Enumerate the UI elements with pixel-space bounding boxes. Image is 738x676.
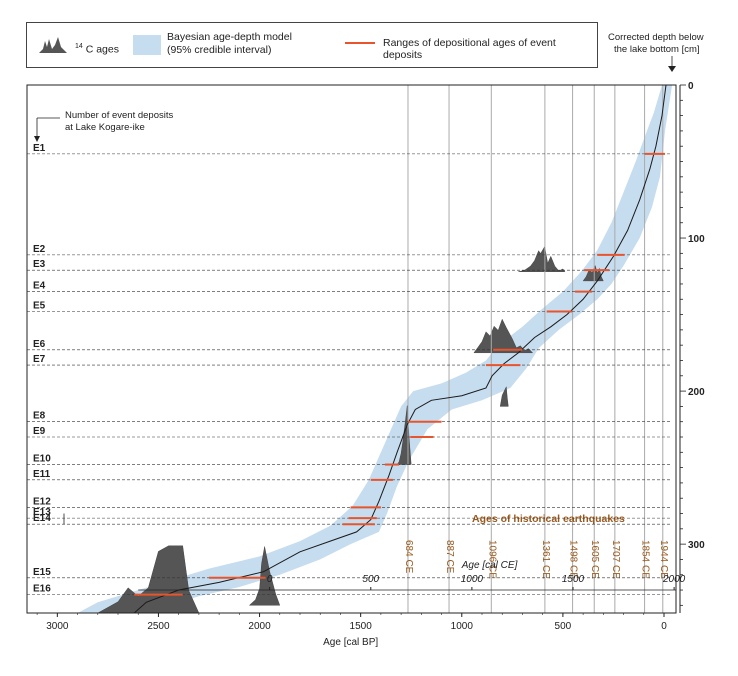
historical-eq-title: Ages of historical earthquakes (472, 513, 625, 525)
depth-axis-arrowhead (668, 66, 676, 72)
event-label-e14: E14 (33, 513, 51, 524)
range-legend-label: Ranges of depositional ages of event dep… (383, 37, 556, 61)
depth-tick-label-2: 100 (688, 234, 705, 245)
c14-distribution-1 (518, 245, 566, 272)
historical-eq-label-5: 1498 CE (568, 540, 579, 579)
ce-tick-label-5: 2000 (662, 574, 686, 585)
ce-axis-title: Age [cal CE] (461, 560, 518, 571)
c14-distribution-4 (499, 386, 509, 407)
event-label-e7: E7 (33, 354, 46, 365)
event-label-e1: E1 (33, 143, 46, 154)
c14-legend-label: 14 C ages (75, 41, 119, 56)
event-label-e11: E11 (33, 469, 51, 480)
event-note-line1: Number of event deposits (65, 110, 174, 121)
historical-eq-label-7: 1707 CE (610, 540, 621, 579)
historical-eq-lines-group: 684 CE 887 CE 1096 CE 1361 CE 1498 CE 1605 CE… (403, 85, 669, 613)
historical-eq-label-8: 1854 CE (640, 540, 651, 579)
c14-distribution-3 (473, 318, 534, 353)
event-note-line2: at Lake Kogare-ike (65, 122, 145, 133)
event-label-e5: E5 (33, 301, 46, 312)
median-group (133, 84, 667, 614)
event-label-e16: E16 (33, 584, 51, 595)
event-note-arrowhead (34, 136, 40, 142)
event-label-e15: E15 (33, 567, 51, 578)
x-tick-label-bp-1: 3000 (46, 621, 69, 632)
plot-frame (26, 84, 677, 614)
historical-eq-label-4: 1361 CE (540, 540, 551, 579)
age-model-median-line (133, 84, 667, 614)
depth-axis-title-1: Corrected depth below (608, 32, 704, 43)
c14-distribution-7 (97, 545, 200, 614)
bayes-legend-swatch (133, 35, 161, 55)
range-bars-group (134, 152, 666, 596)
c14-legend-icon (39, 37, 67, 53)
ce-tick-label-1: 0 (267, 574, 273, 585)
historical-eq-label-3: 1096 CE (486, 540, 497, 579)
c14-distribution-6 (248, 546, 281, 606)
x-tick-label-bp-7: 0 (661, 621, 667, 632)
c14-distributions-group (97, 245, 604, 614)
ce-tick-label-2: 500 (362, 574, 379, 585)
bayes-legend-line2: (95% credible interval) (167, 44, 272, 56)
historical-eq-label-2: 887 CE (444, 540, 455, 574)
x-tick-label-bp-2: 2500 (147, 621, 170, 632)
event-label-e2: E2 (33, 244, 46, 255)
range-legend-swatch (345, 42, 375, 44)
bayes-ci-band (77, 85, 673, 613)
event-label-e3: E3 (33, 259, 46, 270)
depth-tick-label-3: 200 (688, 387, 705, 398)
event-label-e13: E13 (33, 507, 51, 518)
event-label-e4: E4 (33, 281, 46, 292)
ce-tick-label-3: 1000 (461, 574, 484, 585)
x-tick-label-bp-3: 2000 (248, 621, 271, 632)
historical-eq-label-6: 1605 CE (589, 540, 600, 579)
x-tick-label-bp-5: 1000 (451, 621, 474, 632)
bayes-legend-line1: Bayesian age-depth model (167, 31, 292, 43)
depth-tick-label-1: 0 (688, 81, 694, 92)
event-label-e6: E6 (33, 339, 46, 350)
depth-axis-title-2: the lake bottom [cm] (614, 44, 700, 55)
c14-distribution-2 (582, 264, 604, 282)
event-label-e10: E10 (33, 454, 51, 465)
ce-tick-label-4: 1500 (562, 574, 585, 585)
historical-eq-label-9: 1944 CE (658, 540, 669, 579)
legend: 14 C ages Bayesian age-depth model (95% … (26, 22, 598, 68)
bayes-ci-band-group (77, 85, 673, 613)
event-label-e8: E8 (33, 411, 46, 422)
historical-eq-label-1: 684 CE (403, 540, 414, 574)
x-tick-label-bp-4: 1500 (350, 621, 373, 632)
x-tick-label-bp-6: 500 (555, 621, 572, 632)
depth-tick-label-4: 300 (688, 540, 705, 551)
c14-legend-text: C ages (85, 43, 119, 56)
x-axis-title: Age [cal BP] (323, 637, 378, 648)
c14-legend-sup: 14 (75, 43, 83, 50)
event-label-e9: E9 (33, 426, 46, 437)
event-label-e12: E12 (33, 496, 51, 507)
